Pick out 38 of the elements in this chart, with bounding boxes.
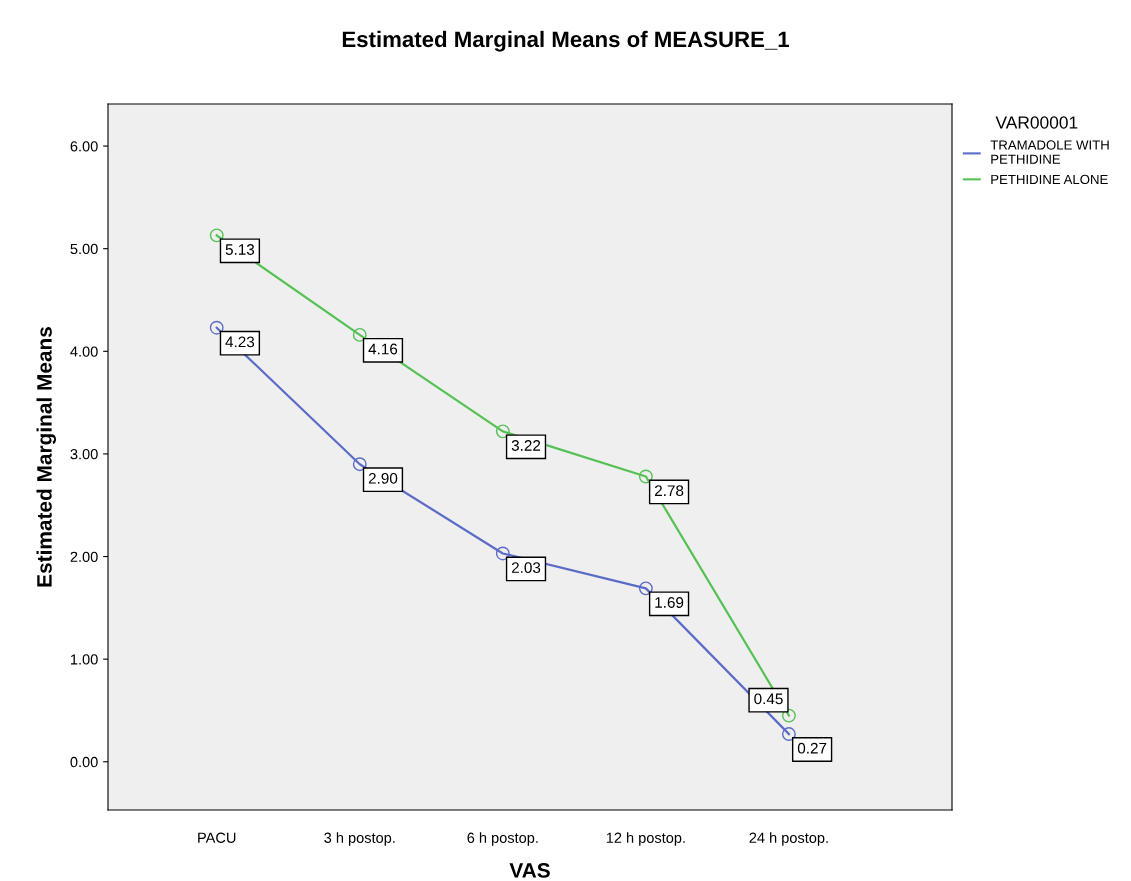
y-tick-label: 2.00 — [70, 551, 98, 562]
y-tick-label: 3.00 — [70, 449, 98, 460]
data-label: 5.13 — [225, 244, 255, 255]
point — [638, 581, 653, 596]
legend-label: PETHIDINE ALONE — [991, 174, 1108, 185]
point — [352, 327, 367, 342]
data-label: 4.16 — [368, 343, 398, 355]
point — [209, 320, 224, 335]
data-label: 2.78 — [654, 485, 684, 497]
y-tick-label: 0.00 — [70, 756, 98, 768]
data-label: 0.27 — [797, 742, 827, 754]
x-axis-title: VAS — [509, 863, 550, 878]
point — [781, 727, 796, 742]
x-tick-label: 3 h postop. — [324, 832, 395, 846]
y-tick-label: 4.00 — [70, 346, 98, 357]
x-tick-label: PACU — [198, 832, 236, 843]
point — [495, 424, 510, 439]
data-label: 2.03 — [511, 562, 541, 574]
data-label: 4.23 — [225, 336, 255, 348]
point — [495, 546, 510, 561]
data-label: 3.22 — [511, 440, 541, 451]
data-label: 2.90 — [368, 472, 398, 484]
legend-label: TRAMADOLE WITH PETHIDINE — [990, 140, 1109, 164]
data-label: 1.69 — [655, 597, 684, 608]
chart-title: Estimated Marginal Means of MEASURE_1 — [342, 30, 790, 52]
legend-title: VAR00001 — [995, 116, 1078, 129]
y-tick-label: 1.00 — [71, 654, 98, 665]
point — [638, 469, 653, 484]
x-tick-label: 12 h postop. — [606, 832, 685, 846]
x-tick-label: 24 h postop. — [749, 832, 828, 846]
x-tick-label: 6 h postop. — [467, 832, 538, 846]
point — [209, 228, 224, 243]
y-axis-title: Estimated Marginal Means — [36, 327, 57, 587]
data-label: 0.45 — [754, 693, 783, 705]
point — [352, 457, 367, 472]
y-tick-label: 5.00 — [70, 243, 98, 255]
point — [781, 708, 796, 723]
y-tick-label: 6.00 — [70, 141, 98, 152]
